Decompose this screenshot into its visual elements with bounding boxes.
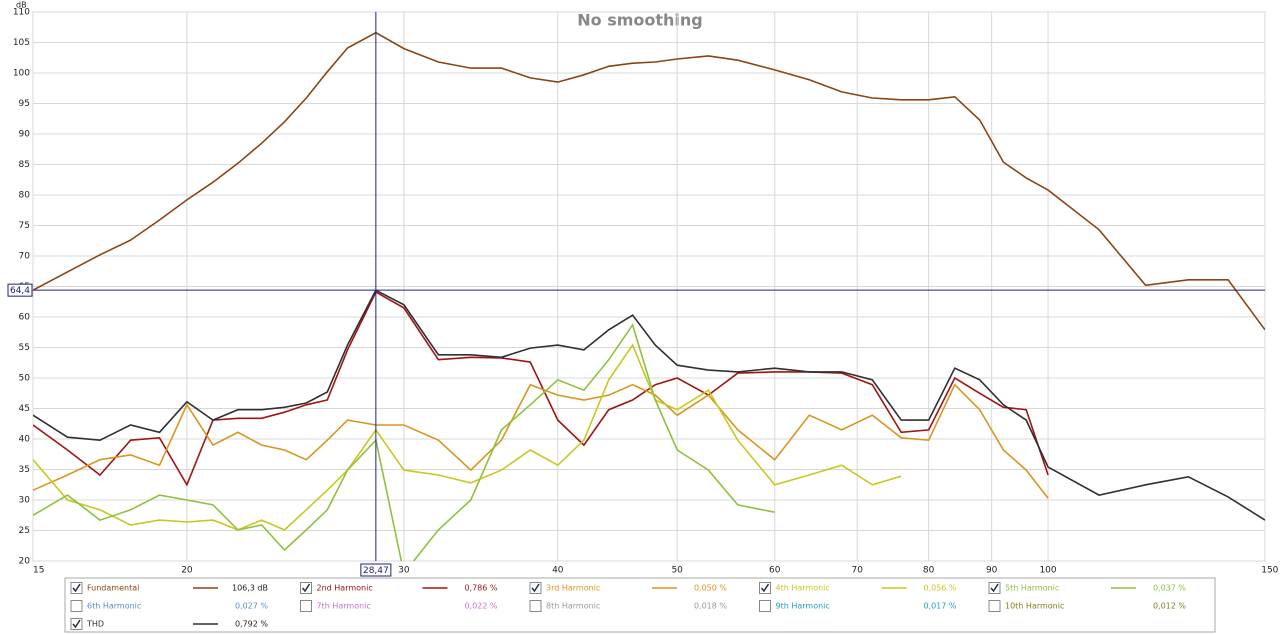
legend-checkbox[interactable]	[529, 600, 542, 612]
cursor-y-label: 64,4	[10, 286, 30, 296]
x-tick-label: 70	[851, 566, 863, 576]
y-tick-label: 20	[19, 557, 31, 567]
legend-name: Fundamental	[87, 584, 139, 593]
x-tick-label: 80	[923, 566, 935, 576]
series-line	[33, 31, 1265, 331]
legend-checkbox[interactable]	[300, 582, 312, 594]
legend-readout: 0,056 %	[923, 584, 956, 593]
y-tick-label: 25	[19, 526, 30, 536]
x-tick-label: 30	[398, 566, 410, 576]
y-tick-label: 85	[19, 160, 30, 170]
y-tick-label: 30	[19, 496, 31, 506]
legend-check	[72, 619, 81, 629]
legend-name: 4th Harmonic	[776, 584, 830, 593]
legend-name: 9th Harmonic	[776, 602, 830, 611]
y-tick-label: 45	[19, 404, 30, 414]
legend-readout: 0,012 %	[1153, 602, 1186, 611]
legend-readout: 0,022 %	[464, 602, 497, 611]
legend-name: THD	[86, 620, 104, 629]
x-tick-label: 90	[986, 566, 998, 576]
legend-readout: 0,037 %	[1153, 584, 1186, 593]
legend-checkbox[interactable]	[70, 582, 83, 594]
series-line	[33, 383, 1049, 499]
y-tick-label: 35	[19, 465, 30, 475]
y-tick-label: 70	[19, 252, 31, 262]
legend-check	[990, 583, 999, 593]
legend-checkbox[interactable]	[300, 600, 312, 612]
legend-checkbox[interactable]	[70, 618, 83, 630]
legend-checkbox[interactable]	[70, 600, 83, 612]
cursor-x-label: 28,47	[363, 566, 389, 576]
x-tick-label: 40	[552, 566, 564, 576]
legend-name: 7th Harmonic	[317, 602, 371, 611]
x-tick-label: 15	[33, 566, 44, 576]
y-tick-label: 100	[13, 69, 30, 79]
y-tick-label: 55	[19, 343, 30, 353]
legend-checkbox[interactable]	[759, 582, 771, 594]
legend-check	[72, 583, 81, 593]
legend-name: 5th Harmonic	[1005, 584, 1059, 593]
y-tick-label: 90	[19, 130, 31, 140]
y-tick-label: 40	[19, 435, 31, 445]
x-tick-label: 100	[1039, 566, 1056, 576]
legend-checkbox[interactable]	[988, 600, 1001, 612]
x-tick-label: 20	[181, 566, 193, 576]
legend-check	[531, 583, 540, 593]
legend-name: 6th Harmonic	[87, 602, 141, 611]
cursor-x-box	[360, 563, 392, 577]
series-line	[33, 289, 1265, 521]
legend-name: 8th Harmonic	[546, 602, 600, 611]
chart-title: No smoothing	[577, 11, 703, 30]
legend-readout: 0,027 %	[235, 602, 268, 611]
legend-checkbox[interactable]	[759, 600, 771, 612]
y-tick-label: 60	[19, 313, 31, 323]
legend-readout: 0,050 %	[694, 584, 727, 593]
y-tick-label: 80	[19, 191, 31, 201]
x-tick-label: 50	[671, 566, 683, 576]
cursor-y-box	[7, 283, 33, 297]
legend-readout: 0,018 %	[694, 602, 727, 611]
series-line	[33, 290, 1049, 487]
y-tick-label: 95	[19, 99, 30, 109]
legend-readout: 0,017 %	[923, 602, 956, 611]
x-tick-label: 150 Hz	[1261, 566, 1280, 576]
y-tick-label: 75	[19, 221, 30, 231]
y-tick-label: 110	[13, 8, 30, 18]
legend-checkbox[interactable]	[529, 582, 542, 594]
legend-name: 3rd Harmonic	[546, 584, 600, 593]
series-line	[33, 323, 775, 561]
legend-check	[301, 583, 311, 593]
legend-name: 2nd Harmonic	[317, 584, 373, 593]
legend-check	[760, 583, 770, 593]
y-axis-label: dB	[16, 1, 27, 10]
legend-checkbox[interactable]	[988, 582, 1001, 594]
legend-readout: 0,786 %	[464, 584, 497, 593]
legend-readout: 106,3 dB	[232, 584, 268, 593]
plot-lines	[33, 31, 1265, 561]
legend-name: 10th Harmonic	[1005, 602, 1064, 611]
x-tick-label: 60	[769, 566, 781, 576]
legend-readout: 0,792 %	[235, 620, 268, 629]
y-tick-label: 50	[19, 374, 31, 384]
legend	[64, 577, 1216, 633]
y-tick-label: 105	[13, 38, 30, 48]
series-line	[33, 343, 902, 531]
